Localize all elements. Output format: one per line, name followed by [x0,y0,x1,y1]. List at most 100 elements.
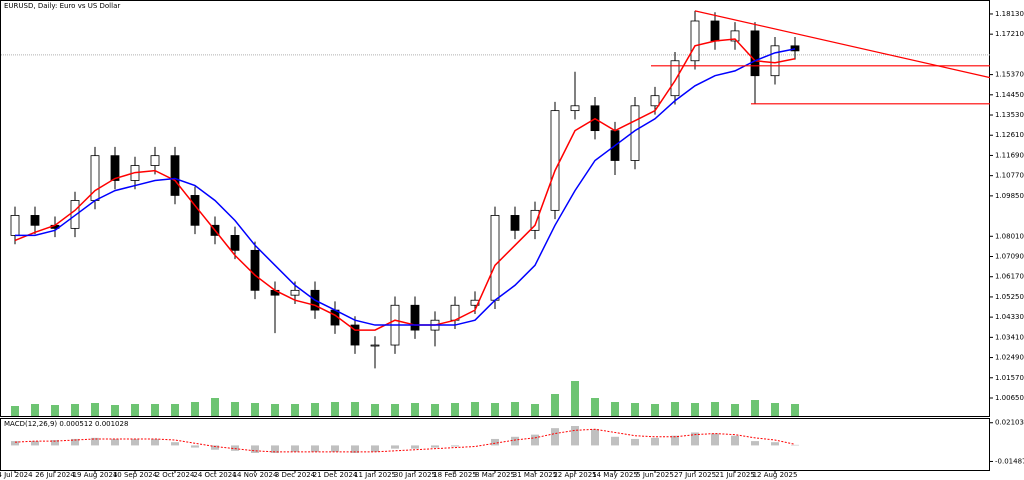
x-tick-label: 5 Jun 2025 [636,471,674,479]
macd-bar [371,445,379,452]
candle-body [730,30,740,42]
macd-bar [751,441,759,446]
y-tick-label: 1.04330 [995,313,1024,321]
x-tick-label: 2 Oct 2024 [156,471,195,479]
chart-title: EURUSD, Daily: Euro vs US Dollar [4,2,120,10]
macd-bar [231,445,239,451]
y-tick-label: 1.08010 [995,232,1024,240]
macd-bar [311,445,319,452]
candle-body [70,200,80,229]
macd-bar [331,445,339,452]
x-tick-label: 14 Nov 2024 [233,471,278,479]
macd-bar [111,438,119,446]
macd-bar [451,445,459,447]
macd-bar [671,435,679,446]
macd-bar [31,441,39,446]
candle-body [570,105,580,112]
x-tick-label: 26 Jul 2024 [35,471,75,479]
y-tick-label: 1.12610 [995,131,1024,139]
candle-body [690,20,700,62]
x-tick-label: 30 Jan 2025 [394,471,436,479]
candle-body [550,110,560,211]
volume-bar [691,403,699,416]
volume-bar [91,403,99,416]
y-tick-label: 1.11690 [995,151,1024,159]
macd-bar [691,432,699,446]
macd-bar [731,435,739,446]
x-tick-label: 21 Dec 2024 [313,471,358,479]
volume-bar [131,404,139,416]
candle-body [530,209,540,231]
y-tick-label: 1.03410 [995,333,1024,341]
moving-average [15,48,796,326]
macd-bar [251,445,259,453]
volume-bar [51,405,59,416]
macd-bar [211,445,219,450]
macd-bar [491,438,499,446]
volume-bar [471,402,479,416]
volume-bar [231,402,239,416]
y-tick-label: 1.15370 [995,71,1024,79]
candle-body [670,60,680,97]
x-tick-label: 18 Feb 2025 [433,471,477,479]
x-tick-label: 8 Mar 2025 [475,471,515,479]
y-tick-label: 1.13530 [995,111,1024,119]
macd-bar [791,444,799,446]
volume-bar [571,381,579,416]
macd-bar [631,438,639,446]
macd-label: MACD(12,26,9) 0.000512 0.001028 [4,420,128,428]
volume-bar [731,404,739,416]
x-tick-label: 10 Sep 2024 [113,471,158,479]
macd-bar [411,445,419,449]
volume-bar [71,404,79,416]
volume-bar [31,404,39,416]
candle-body [510,215,520,231]
volume-bar [331,402,339,416]
y-tick-label: 1.05250 [995,293,1024,301]
candle-body [490,215,500,301]
candle-body [790,45,800,52]
x-tick-label: 19 Aug 2024 [73,471,118,479]
volume-bar [11,406,19,416]
volume-bar [171,404,179,416]
y-tick-label: 1.18130 [995,10,1024,18]
candle-body [350,324,360,346]
macd-bar [511,436,519,446]
macd-tick-label: -0.014873 [995,457,1024,465]
volume-bar [611,402,619,416]
macd-bar [131,438,139,446]
macd-bar [431,445,439,448]
volume-bar [211,398,219,416]
macd-signal [14,428,796,453]
candle-body [30,215,40,226]
y-tick-label: 1.17210 [995,30,1024,38]
macd-bar [351,445,359,453]
volume-bar [751,400,759,416]
volume-bar [311,403,319,416]
y-tick-label: 1.14450 [995,91,1024,99]
volume-bar [431,404,439,416]
macd-bar [391,445,399,449]
y-tick-label: 1.10770 [995,172,1024,180]
volume-bar [711,402,719,416]
volume-bar [511,402,519,416]
y-tick-label: 1.01570 [995,374,1024,382]
macd-bar [71,438,79,446]
candle-body [710,20,720,42]
candle-body [410,304,420,331]
candle-body [190,195,200,226]
candle-body [290,289,300,296]
candle-body [110,155,120,181]
candle-body [150,155,160,166]
macd-bar [11,441,19,446]
volume-bar [451,403,459,416]
candle-body [10,215,20,236]
macd-bar [771,442,779,446]
volume-bar [531,404,539,416]
volume-bar [351,402,359,416]
macd-bar [531,434,539,446]
volume-bar [111,405,119,416]
volume-bar [291,404,299,416]
y-tick-label: 1.09850 [995,192,1024,200]
